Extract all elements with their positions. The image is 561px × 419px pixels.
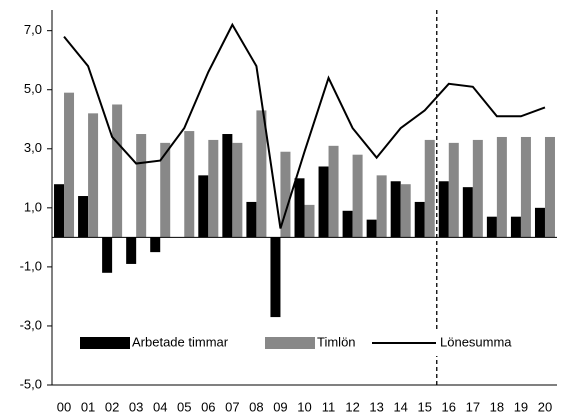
bar — [280, 151, 291, 238]
x-tick-label: 08 — [249, 399, 263, 414]
bar — [222, 134, 233, 238]
bar — [510, 216, 521, 238]
bar — [472, 139, 483, 238]
bar — [256, 110, 267, 238]
bar — [352, 154, 363, 238]
legend-swatch — [80, 337, 130, 349]
x-tick-label: 07 — [225, 399, 239, 414]
bar — [544, 136, 555, 238]
bar — [390, 181, 401, 238]
x-tick-label: 09 — [273, 399, 287, 414]
x-tick-label: 05 — [177, 399, 191, 414]
bar — [160, 142, 171, 238]
x-tick-label: 01 — [81, 399, 95, 414]
legend-swatch — [265, 337, 315, 349]
x-tick-label: 16 — [442, 399, 456, 414]
x-tick-label: 15 — [418, 399, 432, 414]
x-tick-label: 18 — [490, 399, 504, 414]
bar — [184, 131, 195, 238]
x-tick-label: 19 — [514, 399, 528, 414]
y-tick-label: -1,0 — [20, 258, 42, 273]
bar — [294, 178, 305, 238]
bar — [136, 134, 147, 238]
x-tick-label: 12 — [345, 399, 359, 414]
bar — [534, 207, 545, 238]
bar — [318, 166, 329, 238]
y-tick-label: 3,0 — [24, 140, 42, 155]
x-tick-label: 10 — [297, 399, 311, 414]
bar — [520, 136, 531, 238]
x-tick-label: 00 — [57, 399, 71, 414]
bar — [400, 184, 411, 238]
y-tick-label: 7,0 — [24, 22, 42, 37]
x-tick-label: 03 — [129, 399, 143, 414]
x-tick-label: 20 — [538, 399, 552, 414]
bar — [232, 142, 243, 238]
bar — [342, 210, 353, 238]
bar — [198, 175, 209, 238]
x-tick-label: 11 — [322, 399, 336, 414]
bar — [462, 187, 473, 238]
bar — [112, 104, 123, 238]
bar — [376, 175, 387, 238]
line — [63, 22, 546, 229]
x-tick-label: 17 — [466, 399, 480, 414]
bar — [496, 136, 507, 238]
y-tick-label: 5,0 — [24, 81, 42, 96]
bar — [270, 237, 281, 318]
x-tick-label: 02 — [105, 399, 119, 414]
bar — [88, 113, 99, 238]
bar — [438, 181, 449, 238]
bar — [102, 237, 113, 273]
bar — [64, 92, 75, 238]
bar — [448, 142, 459, 238]
x-tick-label: 13 — [369, 399, 383, 414]
x-tick-label: 14 — [393, 399, 407, 414]
x-tick-label: 04 — [153, 399, 167, 414]
legend-label: Timlön — [317, 334, 356, 349]
bar — [78, 196, 89, 238]
bar — [424, 139, 435, 238]
bar — [304, 204, 315, 238]
x-tick-label: 06 — [201, 399, 215, 414]
bar — [486, 216, 497, 238]
bar — [54, 184, 65, 238]
bar — [366, 219, 377, 238]
legend-label: Lönesumma — [440, 334, 512, 349]
bar — [208, 139, 219, 238]
y-tick-label: -3,0 — [20, 317, 42, 332]
bar — [126, 237, 137, 264]
legend-label: Arbetade timmar — [132, 334, 229, 349]
bar — [414, 201, 425, 238]
bar — [150, 237, 161, 253]
y-tick-label: 1,0 — [24, 199, 42, 214]
y-tick-label: -5,0 — [20, 376, 42, 391]
bar — [246, 201, 257, 238]
bar — [328, 145, 339, 238]
